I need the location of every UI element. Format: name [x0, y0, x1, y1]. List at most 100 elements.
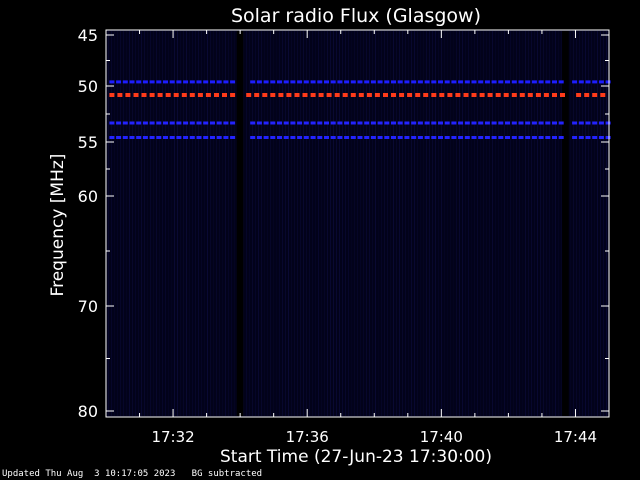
- emission-mark: [189, 136, 195, 139]
- noise-stripe: [168, 31, 169, 416]
- noise-stripe: [441, 31, 442, 416]
- emission-mark: [511, 121, 517, 125]
- emission-mark: [210, 136, 215, 139]
- emission-mark: [302, 93, 308, 97]
- emission-mark: [527, 93, 533, 97]
- plot-frame: [105, 29, 610, 418]
- emission-mark: [407, 93, 413, 97]
- emission-mark: [122, 121, 128, 125]
- chart-title: Solar radio Flux (Glasgow): [231, 5, 481, 27]
- emission-mark: [109, 136, 115, 139]
- emission-mark: [397, 136, 403, 139]
- emission-mark: [196, 121, 202, 125]
- noise-stripe: [384, 31, 385, 416]
- emission-mark: [404, 136, 410, 139]
- emission-mark: [404, 80, 410, 84]
- noise-stripe: [342, 31, 343, 416]
- emission-mark: [294, 93, 300, 97]
- noise-stripe: [507, 31, 508, 416]
- noise-stripe: [396, 31, 397, 416]
- noise-stripe: [369, 31, 370, 416]
- emission-mark: [263, 121, 269, 125]
- emission-mark: [326, 93, 332, 97]
- noise-stripe: [306, 31, 307, 416]
- emission-mark: [572, 121, 578, 125]
- noise-stripe: [225, 31, 226, 416]
- emission-mark: [303, 121, 309, 125]
- emission-mark: [538, 80, 544, 84]
- noise-stripe: [459, 31, 460, 416]
- emission-mark: [572, 136, 578, 139]
- noise-stripe: [456, 31, 457, 416]
- emission-mark: [545, 121, 551, 125]
- noise-stripe: [585, 31, 586, 416]
- noise-stripe: [537, 31, 538, 416]
- noise-stripe: [153, 31, 154, 416]
- emission-mark: [458, 80, 464, 84]
- emission-mark: [364, 80, 370, 84]
- emission-mark: [431, 93, 437, 97]
- emission-mark: [334, 93, 340, 97]
- noise-stripe: [558, 31, 559, 416]
- noise-stripe: [546, 31, 547, 416]
- emission-mark: [358, 93, 364, 97]
- emission-mark: [169, 136, 175, 139]
- noise-stripe: [165, 31, 166, 416]
- emission-mark: [404, 121, 410, 125]
- emission-mark: [444, 136, 450, 139]
- emission-mark: [377, 136, 383, 139]
- emission-mark: [531, 80, 537, 84]
- emission-mark: [511, 80, 517, 84]
- noise-stripe: [234, 31, 235, 416]
- noise-stripe: [297, 31, 298, 416]
- emission-mark: [531, 121, 537, 125]
- emission-mark: [399, 93, 405, 97]
- emission-mark: [545, 136, 551, 139]
- emission-mark: [277, 121, 282, 125]
- emission-mark: [447, 93, 453, 97]
- emission-mark: [330, 121, 336, 125]
- noise-stripe: [579, 31, 580, 416]
- noise-stripe: [246, 31, 247, 416]
- noise-stripe: [477, 31, 478, 416]
- noise-stripe: [210, 31, 211, 416]
- emission-mark: [149, 121, 155, 125]
- emission-mark: [545, 80, 551, 84]
- noise-stripe: [447, 31, 448, 416]
- emission-mark: [458, 136, 464, 139]
- noise-stripe: [444, 31, 445, 416]
- noise-stripe: [540, 31, 541, 416]
- noise-stripe: [561, 31, 562, 416]
- emission-mark: [157, 93, 163, 97]
- emission-mark: [519, 93, 525, 97]
- noise-stripe: [207, 31, 208, 416]
- noise-stripe: [600, 31, 601, 416]
- noise-stripe: [282, 31, 283, 416]
- emission-mark: [324, 136, 329, 139]
- emission-mark: [176, 136, 182, 139]
- emission-mark: [535, 93, 541, 97]
- emission-mark: [109, 121, 115, 125]
- noise-stripe: [333, 31, 334, 416]
- emission-mark: [116, 136, 122, 139]
- emission-mark: [303, 80, 309, 84]
- emission-mark: [250, 80, 256, 84]
- emission-mark: [263, 136, 269, 139]
- emission-mark: [203, 80, 209, 84]
- noise-stripe: [183, 31, 184, 416]
- emission-mark: [484, 80, 490, 84]
- emission-mark: [552, 136, 557, 139]
- noise-stripe: [387, 31, 388, 416]
- emission-bands: [109, 80, 611, 139]
- emission-mark: [558, 136, 564, 139]
- emission-mark: [451, 136, 457, 139]
- y-tick-label: 50: [78, 77, 98, 96]
- emission-mark: [230, 136, 236, 139]
- noise-stripe: [474, 31, 475, 416]
- emission-mark: [605, 121, 611, 125]
- emission-mark: [318, 93, 324, 97]
- noise-stripe: [216, 31, 217, 416]
- emission-mark: [109, 93, 115, 97]
- emission-mark: [471, 121, 477, 125]
- emission-mark: [270, 80, 276, 84]
